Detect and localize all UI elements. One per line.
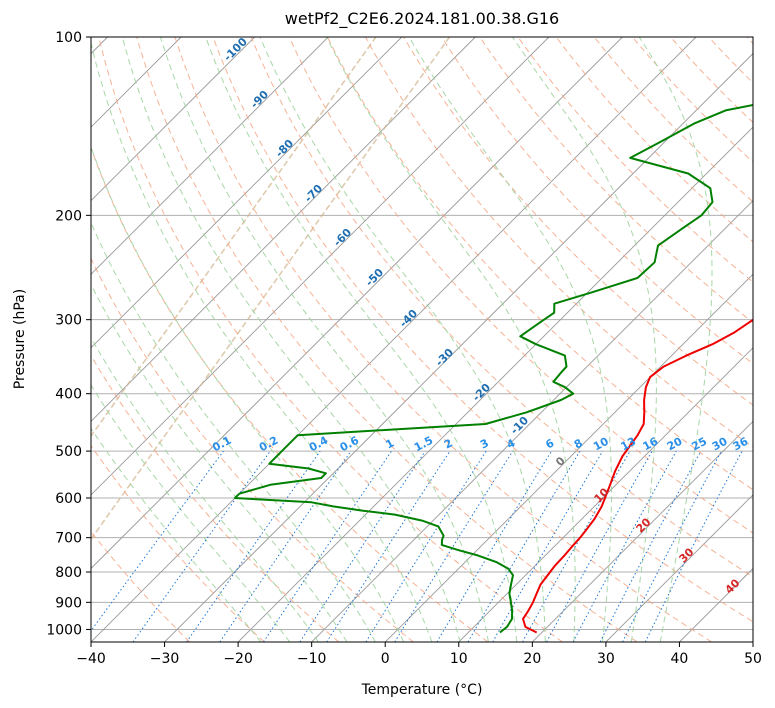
- mixing-ratio-line: [365, 450, 487, 642]
- mixing-ratio-line: [186, 450, 321, 642]
- y-tick-label: 100: [55, 30, 82, 46]
- y-axis-label: Pressure (hPa): [12, 289, 28, 389]
- moist-adiabat-line: [91, 427, 262, 642]
- dry-adiabat-line: [288, 37, 753, 534]
- moist-adiabat-line: [160, 37, 489, 642]
- mixing-ratio-line: [132, 450, 271, 642]
- moist-adiabat-line: [512, 37, 657, 642]
- moist-adiabat-line: [91, 283, 348, 642]
- dry-adiabat-line: [212, 37, 753, 623]
- x-tick-label: −20: [223, 651, 253, 667]
- dry-adiabat-line: [479, 37, 753, 324]
- y-tick-label: 700: [55, 531, 82, 547]
- x-tick-label: −40: [76, 651, 106, 667]
- moist-adiabat-line: [91, 145, 405, 642]
- dry-adiabat-line: [91, 257, 414, 642]
- mixing-ratio-line: [572, 450, 677, 642]
- y-tick-label: 600: [55, 491, 82, 507]
- dry-adiabat-line: [326, 37, 753, 491]
- moist-adiabat-line: [408, 37, 612, 642]
- dewpoint-profile-line: [234, 104, 753, 634]
- y-tick-label: 800: [55, 565, 82, 581]
- mixing-ratio-label: 25: [689, 435, 709, 454]
- dry-adiabat-line: [91, 530, 190, 642]
- x-tick-label: 50: [744, 651, 762, 667]
- mixing-ratio-line: [326, 450, 451, 642]
- isotherm-line: [532, 420, 753, 642]
- mixing-ratio-line: [492, 450, 604, 642]
- x-tick-label: 0: [381, 651, 390, 667]
- y-axis: 100 200 300 400 500 600 700 800 900 1000: [46, 30, 91, 638]
- dry-adiabat-line: [365, 37, 753, 448]
- moist-adiabat-line: [259, 37, 546, 642]
- plot-area: [91, 37, 753, 642]
- humidity-isotherm-line: [91, 37, 377, 438]
- chart-title: wetPf2_C2E6.2024.181.00.38.G16: [285, 9, 559, 29]
- humidity-isotherm-line: [91, 37, 451, 541]
- mixing-ratio-label: 36: [731, 435, 751, 454]
- y-tick-label: 900: [55, 595, 82, 611]
- mixing-ratio-label: 20: [665, 434, 685, 453]
- dry-adiabat-line: [250, 37, 753, 578]
- y-tick-label: 300: [55, 313, 82, 329]
- isotherm-line: [91, 37, 623, 570]
- isotherm-line: [384, 273, 753, 642]
- temperature-profile-line: [522, 318, 753, 634]
- mixing-ratio-line: [522, 450, 631, 642]
- x-tick-label: 40: [671, 651, 689, 667]
- x-tick-label: 10: [450, 651, 468, 667]
- y-tick-label: 1000: [46, 622, 82, 638]
- x-tick-label: 20: [523, 651, 541, 667]
- dry-adiabat-line: [98, 37, 563, 642]
- dry-adiabat-line: [403, 37, 753, 406]
- plot-frame: [90, 36, 754, 643]
- mixing-ratio-label: 10: [591, 435, 611, 454]
- mixing-ratio-line: [546, 450, 653, 642]
- mixing-ratio-label: 16: [641, 434, 661, 453]
- x-tick-label: −10: [297, 651, 327, 667]
- dry-adiabat-line: [593, 37, 753, 203]
- mixing-ratio-line: [467, 450, 581, 642]
- isotherm-line: [91, 37, 476, 422]
- plot-background: [91, 37, 753, 642]
- isotherm-line: [91, 37, 697, 642]
- mixing-ratio-line: [436, 450, 552, 642]
- isotherm-line: [91, 37, 550, 496]
- y-tick-label: 400: [55, 387, 82, 403]
- x-tick-label: −30: [150, 651, 180, 667]
- moist-adiabat-line: [91, 384, 291, 642]
- isotherm-line: [237, 126, 753, 642]
- moist-adiabat-line: [638, 37, 713, 642]
- moist-adiabat-line: [121, 37, 461, 642]
- isotherm-line: [458, 347, 753, 642]
- x-axis-label: Temperature (°C): [361, 682, 483, 698]
- mixing-ratio-label: 13: [619, 435, 639, 454]
- y-tick-label: 200: [55, 208, 82, 224]
- y-tick-label: 500: [55, 444, 82, 460]
- mixing-ratio-line: [394, 450, 514, 642]
- isotherm-line: [91, 37, 329, 275]
- isotherm-line: [311, 200, 753, 642]
- moist-adiabat-line: [91, 41, 433, 642]
- dry-adiabat-line: [91, 444, 265, 642]
- x-axis: −40 −30 −20 −10 0 10 20 30 40 50: [76, 642, 762, 667]
- mixing-ratio-line: [91, 450, 224, 632]
- mixing-ratio-label: 30: [710, 435, 730, 454]
- x-tick-label: 30: [597, 651, 615, 667]
- dry-adiabat-line: [555, 37, 753, 243]
- moist-adiabat-line: [326, 37, 576, 642]
- isotherm-line: [91, 37, 255, 202]
- dry-adiabat-line: [632, 37, 753, 163]
- dry-adiabat-line: [174, 37, 712, 642]
- moist-adiabat-line: [91, 336, 319, 642]
- isotherm-line: [605, 494, 753, 642]
- mixing-ratio-line: [219, 450, 352, 642]
